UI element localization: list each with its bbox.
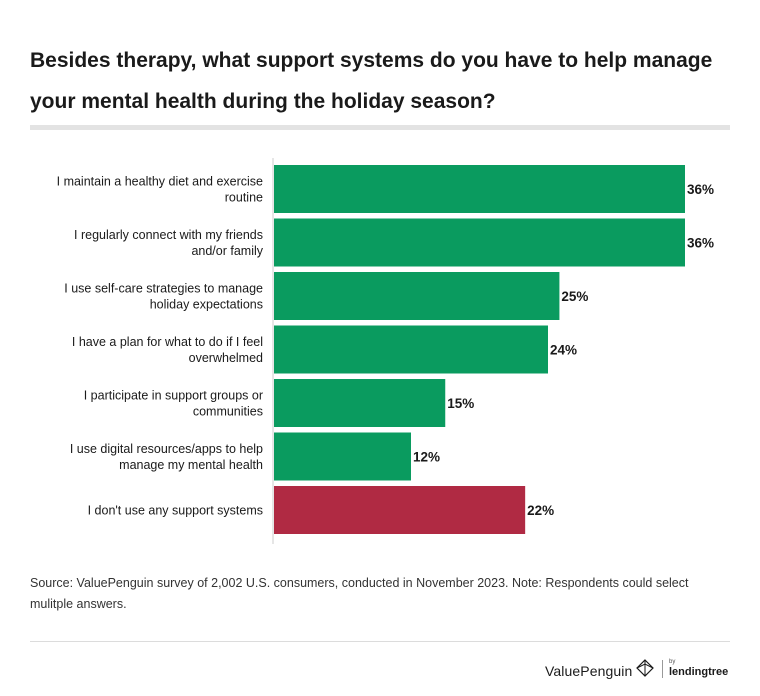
category-label: I regularly connect with my friends and/o… — [74, 228, 264, 258]
logo-separator — [662, 660, 663, 678]
value-label: 36% — [687, 182, 714, 197]
category-label: I participate in support groups or commun… — [84, 389, 263, 419]
bar — [274, 165, 685, 213]
category-label: I don't use any support systems — [88, 504, 263, 518]
value-label: 24% — [550, 343, 577, 358]
value-label: 25% — [561, 289, 588, 304]
category-label: I maintain a healthy diet and exercise ro… — [57, 175, 263, 205]
bar — [274, 272, 560, 320]
bar-chart: 36% I maintain a healthy diet and exercis… — [57, 158, 714, 544]
valuepenguin-logo: ValuePenguin — [545, 663, 633, 679]
bar — [274, 325, 548, 374]
value-label: 36% — [687, 236, 714, 251]
category-label: I have a plan for what to do if I feel ov… — [72, 335, 263, 365]
lendingtree-by-label: by — [669, 659, 676, 665]
valuepenguin-mark-icon — [636, 659, 654, 677]
source-note: Source: ValuePenguin survey of 2,002 U.S… — [30, 576, 689, 611]
footer-divider — [30, 641, 730, 642]
title-divider — [30, 125, 730, 130]
chart-title: Besides therapy, what support systems do… — [30, 49, 713, 113]
bar — [274, 218, 685, 267]
value-label: 15% — [447, 396, 474, 411]
bar — [274, 432, 411, 481]
bar — [274, 486, 526, 534]
category-label: I use digital resources/apps to help mana… — [70, 442, 263, 472]
lendingtree-logo: lendingtree — [669, 666, 729, 678]
value-label: 22% — [527, 503, 554, 518]
category-label: I use self-care strategies to manage holi… — [64, 282, 263, 312]
value-label: 12% — [413, 450, 440, 465]
bar — [274, 379, 446, 427]
